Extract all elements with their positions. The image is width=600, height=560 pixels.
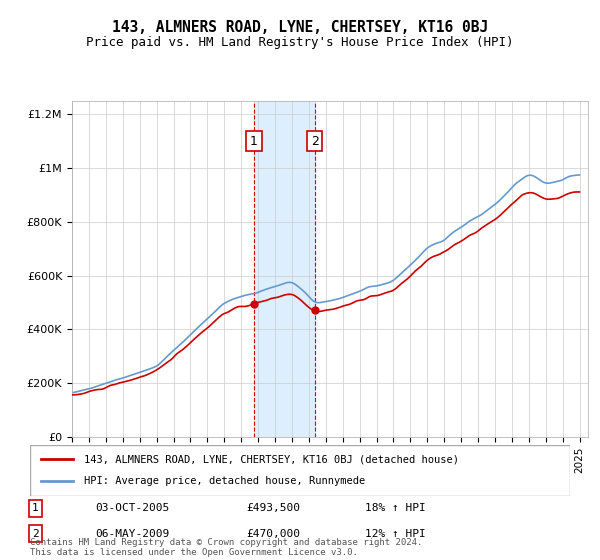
Text: 143, ALMNERS ROAD, LYNE, CHERTSEY, KT16 0BJ (detached house): 143, ALMNERS ROAD, LYNE, CHERTSEY, KT16 …	[84, 454, 459, 464]
Text: 12% ↑ HPI: 12% ↑ HPI	[365, 529, 425, 539]
Text: 2: 2	[311, 134, 319, 148]
Text: 06-MAY-2009: 06-MAY-2009	[95, 529, 169, 539]
Text: HPI: Average price, detached house, Runnymede: HPI: Average price, detached house, Runn…	[84, 477, 365, 487]
Text: 1: 1	[250, 134, 258, 148]
Text: 2: 2	[32, 529, 39, 539]
Text: 1: 1	[32, 503, 39, 514]
Text: £470,000: £470,000	[246, 529, 300, 539]
Text: 143, ALMNERS ROAD, LYNE, CHERTSEY, KT16 0BJ: 143, ALMNERS ROAD, LYNE, CHERTSEY, KT16 …	[112, 20, 488, 35]
Text: 18% ↑ HPI: 18% ↑ HPI	[365, 503, 425, 514]
Text: Contains HM Land Registry data © Crown copyright and database right 2024.
This d: Contains HM Land Registry data © Crown c…	[30, 538, 422, 557]
Text: 03-OCT-2005: 03-OCT-2005	[95, 503, 169, 514]
Bar	[254, 101, 315, 437]
Text: £493,500: £493,500	[246, 503, 300, 514]
FancyBboxPatch shape	[30, 445, 570, 496]
Text: Price paid vs. HM Land Registry's House Price Index (HPI): Price paid vs. HM Land Registry's House …	[86, 36, 514, 49]
